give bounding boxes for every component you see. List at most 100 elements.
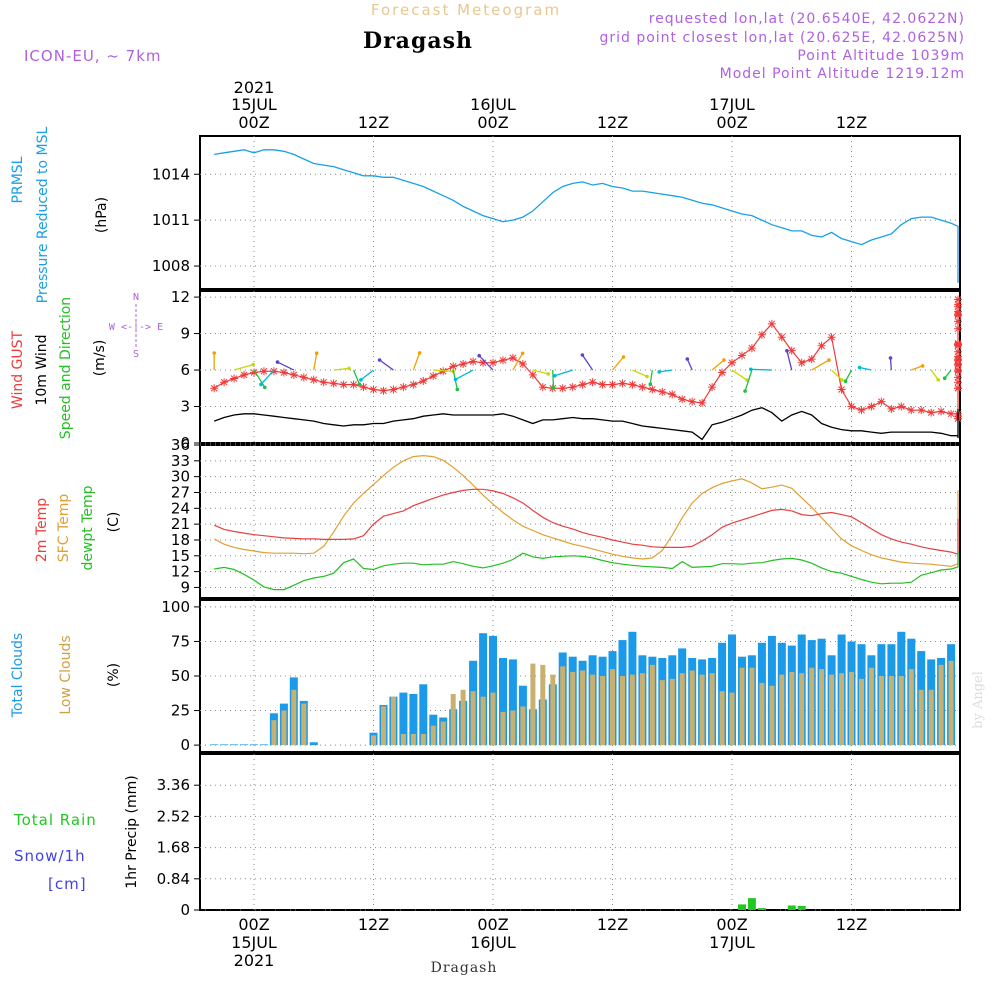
gust-point-marker [250,368,258,377]
wind-arrow-head [551,385,556,390]
panel2-labels: Wind GUST 10m Wind Speed and Direction (… [10,292,163,439]
top-hour-label: 00Z [238,113,269,132]
low-clouds-bar [570,671,576,746]
gust-point-marker [498,356,507,365]
wind-desc: Speed and Direction [58,297,74,439]
low-clouds-bar [420,734,426,746]
bottom-date-label: 16JUL [470,933,516,952]
gust-point-marker [309,375,318,384]
gust-point-marker [954,347,962,356]
sfc-label: SFC Temp [56,494,72,563]
gust-point-marker [954,373,962,382]
gust-point-marker [927,408,936,417]
low-clouds-bar [540,664,546,745]
low-clouds-bar [769,685,775,746]
low-clouds-bar [849,671,854,746]
y-tick-label: 0 [180,736,190,754]
gust-point-marker [508,353,517,362]
gust-point-marker [767,319,776,328]
panel-frame-5 [199,753,961,911]
gust-point-marker [568,383,577,392]
wind-direction-arrow [659,369,673,373]
dew-label: dewpt Temp [80,485,96,570]
top-hour-label: 12Z [358,113,389,132]
low-clouds-bar [301,703,307,746]
low-clouds-bar [440,721,446,746]
total-clouds-bar [508,659,517,746]
gust-point-marker [538,383,547,392]
wind-direction-arrow [512,352,524,371]
wind-arrow-head [648,382,653,387]
gust-point-marker [518,359,527,368]
precip-unit: 1hr Precip (mm) [124,775,140,888]
wind-arrow-head [785,349,789,353]
top-date-label: 16JUL [470,95,516,114]
gust-point-marker [658,387,667,396]
gust-point-marker [558,384,567,393]
gust-point-marker [698,398,707,407]
wind-arrow-head [477,353,482,358]
wind-arrow-head [580,353,585,357]
low-clouds-bar [729,692,735,746]
gust-point-marker [954,366,962,375]
model-altitude: Model Point Altitude 1219.12m [720,66,965,82]
wind-arrow-head [749,367,753,372]
bottom-hour-label: 00Z [238,915,269,934]
gust-point-marker [954,356,962,365]
total-clouds-bar [499,658,507,746]
precip-bar [747,898,756,910]
dewpoint-series-line [214,551,959,591]
wind-direction-arrow [313,353,318,371]
gust-point-marker [747,344,756,353]
low-clouds-bar [888,676,894,746]
gust-point-marker [847,402,856,411]
y-tick-label: 15 [171,547,190,565]
gust-point-marker [947,409,956,418]
y-tick-label: 36 [171,436,190,454]
wind-direction-arrow [711,359,725,371]
precip-bar [797,905,806,910]
wind-arrow-head [520,351,525,356]
wind-arrow-head [314,351,319,356]
wind-arrow-head [942,376,947,381]
y-tick-label: 12 [171,563,190,581]
prmsl-label: PRMSL [10,156,26,203]
bottom-hour-label: 12Z [836,915,867,934]
low-clouds-bar [480,696,486,746]
y-tick-label: 9 [180,578,190,596]
gust-point-marker [817,341,826,350]
wind-arrow-head [936,378,940,382]
top-hour-label: 00Z [477,113,508,132]
gridpoint-coords: grid point closest lon,lat (20.625E, 42.… [599,30,965,46]
wind-arrow-head [553,374,557,378]
compass-row: W <-|-> E [109,322,163,333]
low-clouds-bar [739,667,745,746]
wind-direction-arrow [360,369,374,381]
panel3-labels: 2m Temp SFC Temp dewpt Temp (C) [34,485,122,570]
total-clouds-bar [728,634,736,745]
low-clouds-bar [271,720,277,746]
y-tick-label: 6 [180,361,190,379]
gust-series-line [213,299,959,419]
wind-direction-arrow [911,365,923,371]
wind-direction-arrow [845,369,853,382]
gust-point-marker [917,406,926,415]
wind-arrow-head [546,372,551,376]
credit: by Angel [971,671,986,729]
low-clouds-bar [938,664,944,745]
wind-arrow-head [212,351,216,355]
wind-arrow-head [743,389,747,393]
wind-direction-arrow [731,369,748,381]
gust-point-marker [648,385,657,394]
gust-point-marker [230,374,239,383]
wind-direction-arrow [433,369,454,373]
wind-direction-arrow [930,369,939,381]
gust-point-marker [728,358,736,367]
gust-point-marker [389,385,398,394]
gust-point-marker [954,302,962,311]
gust-point-marker [459,359,468,368]
low-clouds-bar [809,667,815,746]
